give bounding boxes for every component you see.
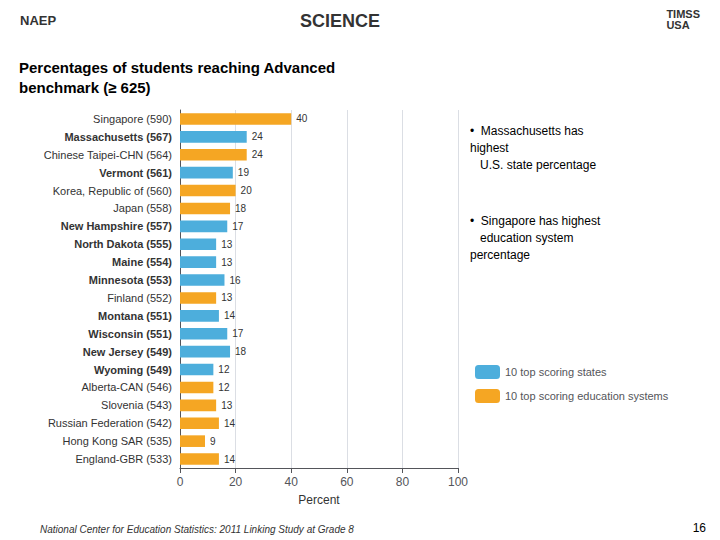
svg-text:USA: USA — [666, 19, 689, 31]
svg-text:SCIENCE: SCIENCE — [300, 11, 380, 31]
svg-text:9: 9 — [210, 436, 216, 447]
svg-text:10 top scoring states: 10 top scoring states — [505, 366, 607, 378]
svg-text:0: 0 — [177, 475, 184, 489]
svg-text:Massachusetts (567): Massachusetts (567) — [64, 131, 172, 143]
svg-text:Percentages of students reachi: Percentages of students reaching Advance… — [19, 59, 335, 76]
svg-text:Percent: Percent — [298, 493, 340, 507]
svg-text:24: 24 — [252, 131, 264, 142]
svg-text:NAEP: NAEP — [20, 13, 56, 28]
svg-text:60: 60 — [340, 475, 354, 489]
svg-text:Hong Kong SAR (535): Hong Kong SAR (535) — [63, 435, 172, 447]
svg-text:20: 20 — [229, 475, 243, 489]
svg-text:Montana (551): Montana (551) — [98, 310, 172, 322]
svg-text:24: 24 — [252, 149, 264, 160]
svg-text:17: 17 — [232, 328, 244, 339]
svg-text:16: 16 — [693, 521, 707, 535]
svg-text:Wisconsin (551): Wisconsin (551) — [88, 328, 172, 340]
svg-text:Slovenia (543): Slovenia (543) — [101, 399, 172, 411]
svg-text:Alberta-CAN (546): Alberta-CAN (546) — [82, 381, 172, 393]
svg-text:13: 13 — [221, 257, 233, 268]
svg-text:U.S. state percentage: U.S. state percentage — [470, 158, 596, 172]
svg-text:New Hampshire (557): New Hampshire (557) — [61, 220, 173, 232]
svg-text:Russian Federation (542): Russian Federation (542) — [48, 417, 172, 429]
svg-text:percentage: percentage — [470, 248, 530, 262]
svg-text:National Center for Education: National Center for Education Statistics… — [40, 524, 354, 535]
svg-text:Korea, Republic of (560): Korea, Republic of (560) — [53, 185, 172, 197]
svg-text:Wyoming (549): Wyoming (549) — [94, 364, 172, 376]
svg-text:14: 14 — [224, 454, 236, 465]
svg-text:20: 20 — [241, 185, 253, 196]
svg-text:14: 14 — [224, 310, 236, 321]
svg-text:North Dakota (555): North Dakota (555) — [74, 238, 172, 250]
svg-text:10 top scoring education syste: 10 top scoring education systems — [505, 390, 669, 402]
svg-text:13: 13 — [221, 239, 233, 250]
svg-text:18: 18 — [235, 346, 247, 357]
svg-text:12: 12 — [218, 364, 230, 375]
svg-text:Japan (558): Japan (558) — [113, 202, 172, 214]
svg-text:Chinese Taipei-CHN (564): Chinese Taipei-CHN (564) — [44, 149, 172, 161]
svg-text:Vermont (561): Vermont (561) — [99, 167, 172, 179]
svg-text:Maine (554): Maine (554) — [112, 256, 172, 268]
svg-text:13: 13 — [221, 292, 233, 303]
svg-text:16: 16 — [229, 275, 241, 286]
svg-text:England-GBR (533): England-GBR (533) — [75, 453, 172, 465]
svg-text:13: 13 — [221, 400, 233, 411]
svg-text:Minnesota (553): Minnesota (553) — [89, 274, 172, 286]
svg-text:• Singapore has highest: • Singapore has highest — [470, 214, 601, 228]
svg-text:17: 17 — [232, 221, 244, 232]
svg-text:TIMSS: TIMSS — [666, 7, 700, 20]
svg-text:Finland (552): Finland (552) — [107, 292, 172, 304]
svg-text:Singapore (590): Singapore (590) — [93, 113, 172, 125]
svg-text:12: 12 — [218, 382, 230, 393]
svg-text:80: 80 — [396, 475, 410, 489]
svg-text:19: 19 — [238, 167, 250, 178]
svg-text:18: 18 — [235, 203, 247, 214]
svg-text:highest: highest — [470, 141, 509, 155]
svg-text:100: 100 — [448, 475, 468, 489]
svg-text:benchmark (≥ 625): benchmark (≥ 625) — [19, 79, 151, 96]
svg-text:education system: education system — [470, 231, 573, 245]
svg-text:14: 14 — [224, 418, 236, 429]
svg-text:40: 40 — [296, 113, 308, 124]
svg-text:40: 40 — [285, 475, 299, 489]
svg-text:New Jersey (549): New Jersey (549) — [83, 346, 173, 358]
svg-text:• Massachusetts has: • Massachusetts has — [470, 124, 584, 138]
